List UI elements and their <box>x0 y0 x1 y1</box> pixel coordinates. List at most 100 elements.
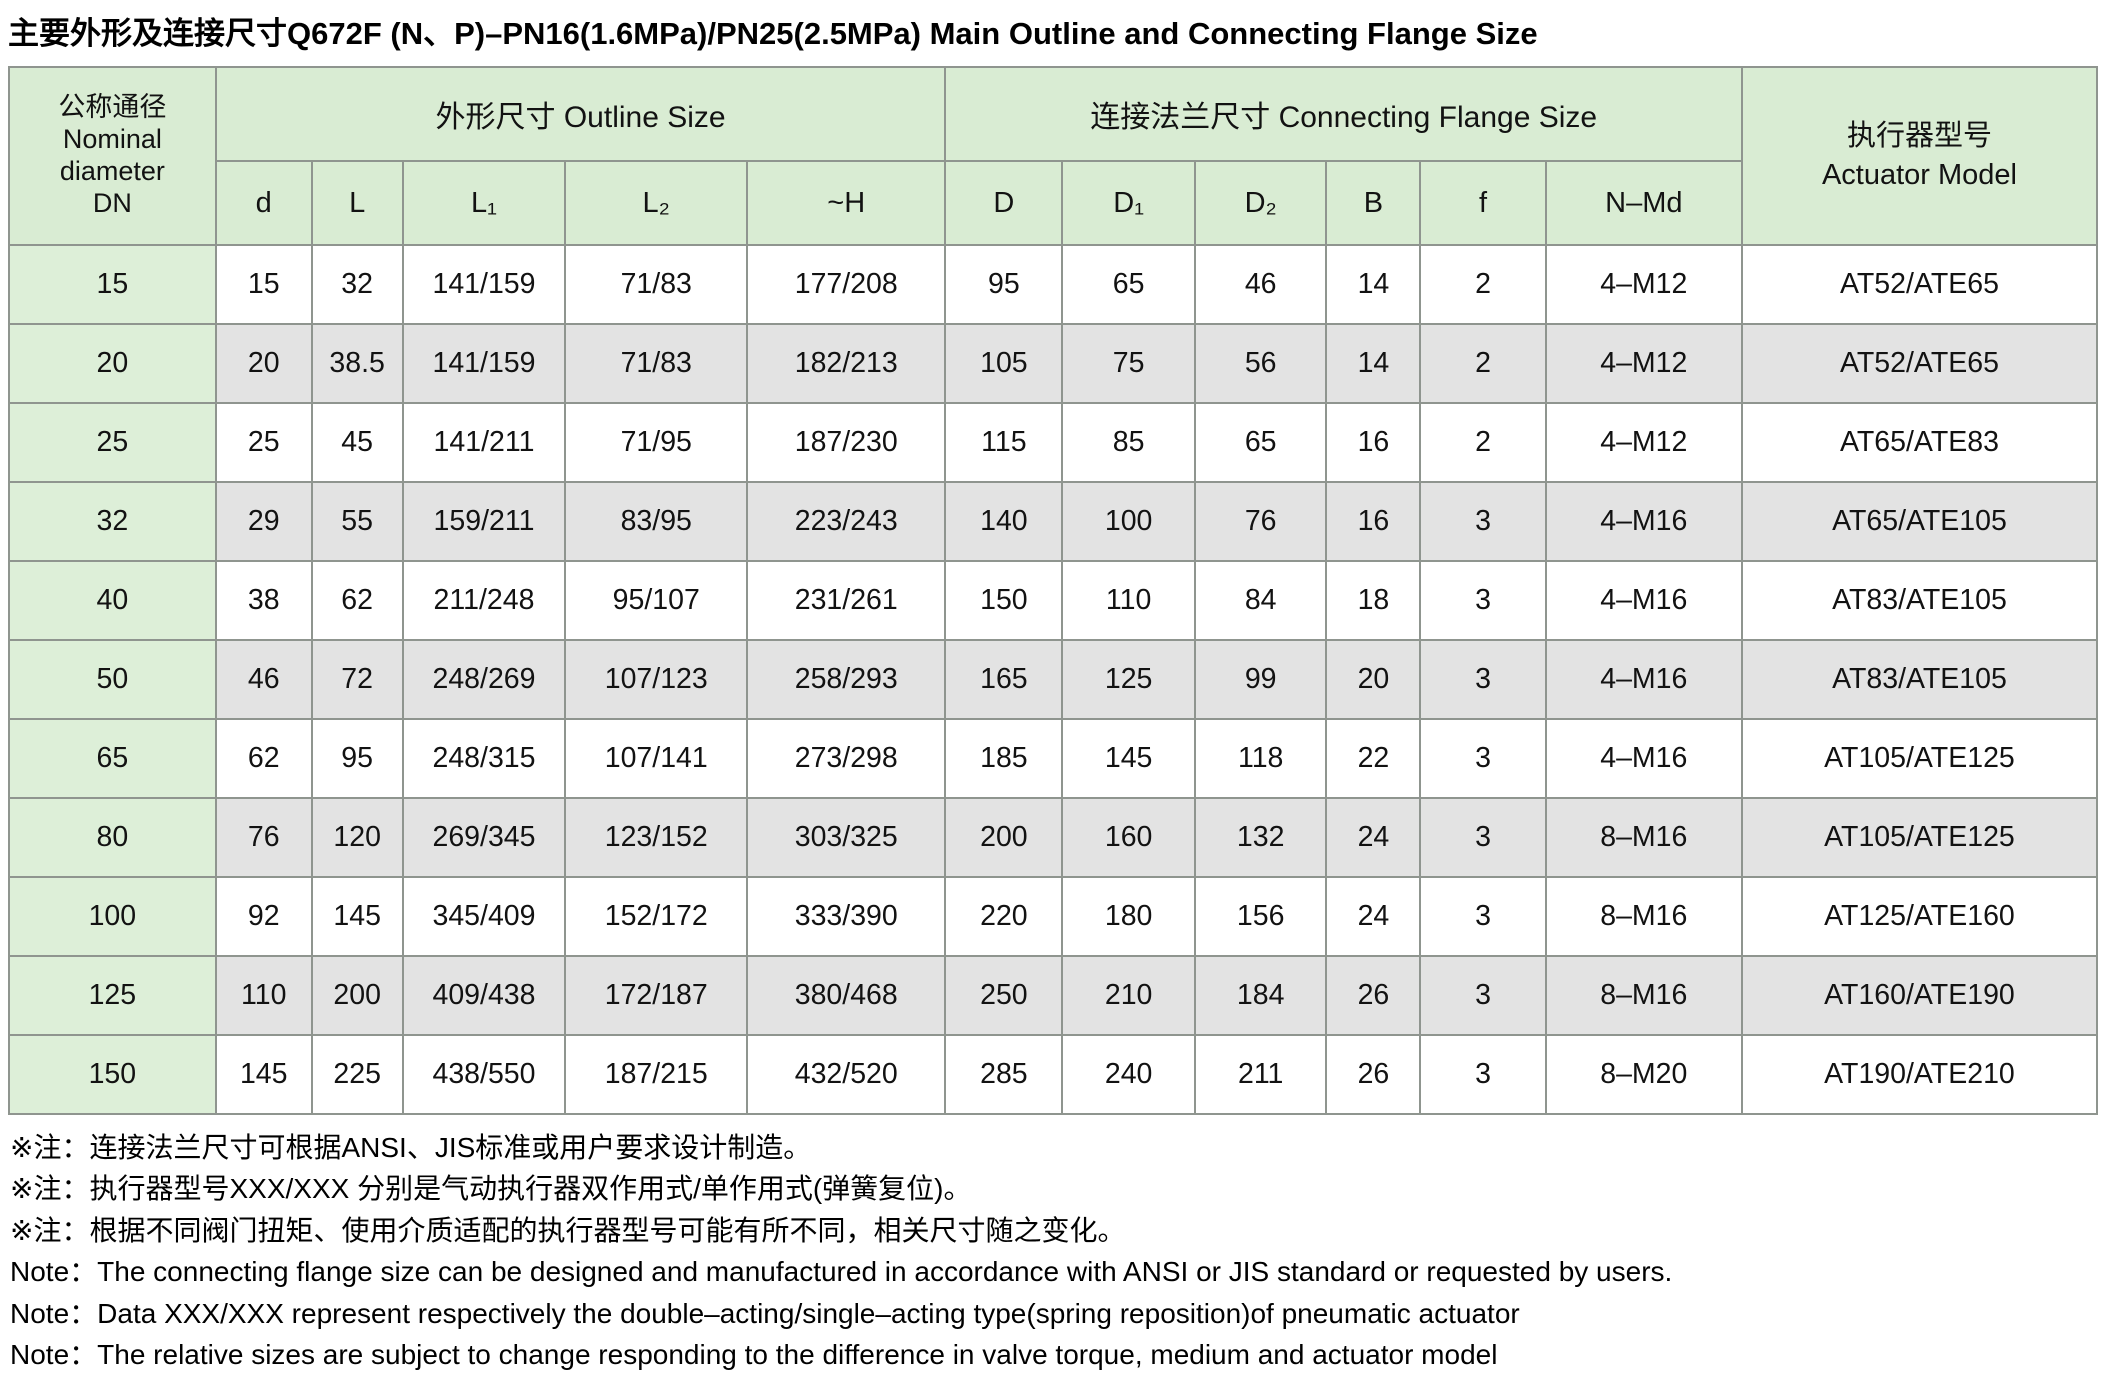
value-cell: 15 <box>214 244 313 325</box>
value-cell: 16 <box>1325 481 1422 562</box>
value-cell: 8–M16 <box>1544 797 1743 878</box>
table-row: 100 92 145 345/409 152/172 333/390 220 180 156 24… <box>8 876 2099 957</box>
dn-cell: 20 <box>8 323 217 404</box>
dn-cell: 65 <box>8 718 217 799</box>
value-cell: 240 <box>1061 1034 1196 1115</box>
value-cell: 110 <box>1061 560 1196 641</box>
value-cell: 38.5 <box>310 323 404 404</box>
value-cell: 269/345 <box>401 797 567 878</box>
value-cell: 145 <box>1061 718 1196 799</box>
note-cn-2: ※注：执行器型号XXX/XXX 分别是气动执行器双作用式/单作用式(弹簧复位)。 <box>10 1173 972 1205</box>
value-cell: 3 <box>1419 481 1547 562</box>
table-row: 15 15 32 141/159 71/83 177/208 95 65 46 14 2 4–M12 A… <box>8 244 2099 325</box>
value-cell: 156 <box>1193 876 1328 957</box>
value-cell: 4–M12 <box>1544 244 1743 325</box>
value-cell: 26 <box>1325 1034 1422 1115</box>
table-row: 32 29 55 159/211 83/95 223/243 140 100 76 16 3 4–M1… <box>8 481 2099 562</box>
value-cell: 14 <box>1325 244 1422 325</box>
group-header-connecting-flange-size: 连接法兰尺寸 Connecting Flange Size <box>944 66 1743 162</box>
table-row: 20 20 38.5 141/159 71/83 182/213 105 75 56 14 2 4–M… <box>8 323 2099 404</box>
value-cell: 211 <box>1193 1034 1328 1115</box>
value-cell: 38 <box>214 560 313 641</box>
col-header-l: L <box>310 160 404 246</box>
value-cell: 333/390 <box>746 876 947 957</box>
value-cell: 125 <box>1061 639 1196 720</box>
value-cell: 14 <box>1325 323 1422 404</box>
value-cell: 4–M12 <box>1544 323 1743 404</box>
value-cell: 120 <box>310 797 404 878</box>
value-cell: 248/269 <box>401 639 567 720</box>
dimension-table: 公称通径 Nominal diameter DN 外形尺寸 Outline Si… <box>8 66 2099 1115</box>
value-cell: 24 <box>1325 876 1422 957</box>
value-cell: 8–M16 <box>1544 876 1743 957</box>
value-cell: 210 <box>1061 955 1196 1036</box>
value-cell: 118 <box>1193 718 1328 799</box>
value-cell: 152/172 <box>564 876 749 957</box>
col-header-d1: D₁ <box>1061 160 1196 246</box>
value-cell: 3 <box>1419 955 1547 1036</box>
dn-cell: 15 <box>8 244 217 325</box>
value-cell: 99 <box>1193 639 1328 720</box>
value-cell: 141/211 <box>401 402 567 483</box>
value-cell: 182/213 <box>746 323 947 404</box>
value-cell: 20 <box>214 323 313 404</box>
value-cell: 211/248 <box>401 560 567 641</box>
dn-cell: 150 <box>8 1034 217 1115</box>
value-cell: 185 <box>944 718 1064 799</box>
col-header-l2: L₂ <box>564 160 749 246</box>
value-cell: AT83/ATE105 <box>1740 560 2099 641</box>
dn-cell: 100 <box>8 876 217 957</box>
value-cell: 220 <box>944 876 1064 957</box>
col-header-f: f <box>1419 160 1547 246</box>
value-cell: 160 <box>1061 797 1196 878</box>
value-cell: 107/123 <box>564 639 749 720</box>
table-row: 50 46 72 248/269 107/123 258/293 165 125 99 20 3 4–… <box>8 639 2099 720</box>
value-cell: 3 <box>1419 639 1547 720</box>
sub-header-row: d L L₁ L₂ ~H D D₁ D₂ B f N–Md <box>9 160 2097 246</box>
value-cell: 145 <box>310 876 404 957</box>
value-cell: 95/107 <box>564 560 749 641</box>
col-header-nominal-diameter: 公称通径 Nominal diameter DN <box>8 66 217 246</box>
value-cell: 65 <box>1193 402 1328 483</box>
value-cell: 345/409 <box>401 876 567 957</box>
table-row: 150 145 225 438/550 187/215 432/520 285 240 211 2… <box>8 1034 2099 1115</box>
value-cell: 92 <box>214 876 313 957</box>
value-cell: AT65/ATE83 <box>1740 402 2099 483</box>
value-cell: 380/468 <box>746 955 947 1036</box>
value-cell: 24 <box>1325 797 1422 878</box>
value-cell: 75 <box>1061 323 1196 404</box>
value-cell: 273/298 <box>746 718 947 799</box>
value-cell: 85 <box>1061 402 1196 483</box>
col-header-dd: D <box>944 160 1064 246</box>
value-cell: 22 <box>1325 718 1422 799</box>
note-en-2: Note：Data XXX/XXX represent respectively… <box>10 1297 1520 1329</box>
value-cell: 76 <box>214 797 313 878</box>
value-cell: 2 <box>1419 323 1547 404</box>
value-cell: 159/211 <box>401 481 567 562</box>
value-cell: 55 <box>310 481 404 562</box>
table-row: 65 62 95 248/315 107/141 273/298 185 145 118 22 3 4… <box>8 718 2099 799</box>
table-row: 40 38 62 211/248 95/107 231/261 150 110 84 18 3 4–M… <box>8 560 2099 641</box>
value-cell: AT160/ATE190 <box>1740 955 2099 1036</box>
value-cell: 107/141 <box>564 718 749 799</box>
dn-cell: 50 <box>8 639 217 720</box>
value-cell: 223/243 <box>746 481 947 562</box>
value-cell: 8–M16 <box>1544 955 1743 1036</box>
value-cell: 225 <box>310 1034 404 1115</box>
value-cell: AT105/ATE125 <box>1740 718 2099 799</box>
value-cell: 71/83 <box>564 244 749 325</box>
value-cell: 2 <box>1419 402 1547 483</box>
value-cell: 16 <box>1325 402 1422 483</box>
value-cell: AT65/ATE105 <box>1740 481 2099 562</box>
value-cell: 25 <box>214 402 313 483</box>
value-cell: 200 <box>944 797 1064 878</box>
note-en-1: Note：The connecting flange size can be d… <box>10 1256 1673 1288</box>
value-cell: AT83/ATE105 <box>1740 639 2099 720</box>
value-cell: 8–M20 <box>1544 1034 1743 1115</box>
value-cell: 105 <box>944 323 1064 404</box>
page-title: 主要外形及连接尺寸Q672F (N、P)–PN16(1.6MPa)/PN25(2… <box>8 16 1538 51</box>
value-cell: AT52/ATE65 <box>1740 244 2099 325</box>
value-cell: 46 <box>1193 244 1328 325</box>
value-cell: 45 <box>310 402 404 483</box>
group-header-row: 公称通径 Nominal diameter DN 外形尺寸 Outline Si… <box>8 66 2099 246</box>
